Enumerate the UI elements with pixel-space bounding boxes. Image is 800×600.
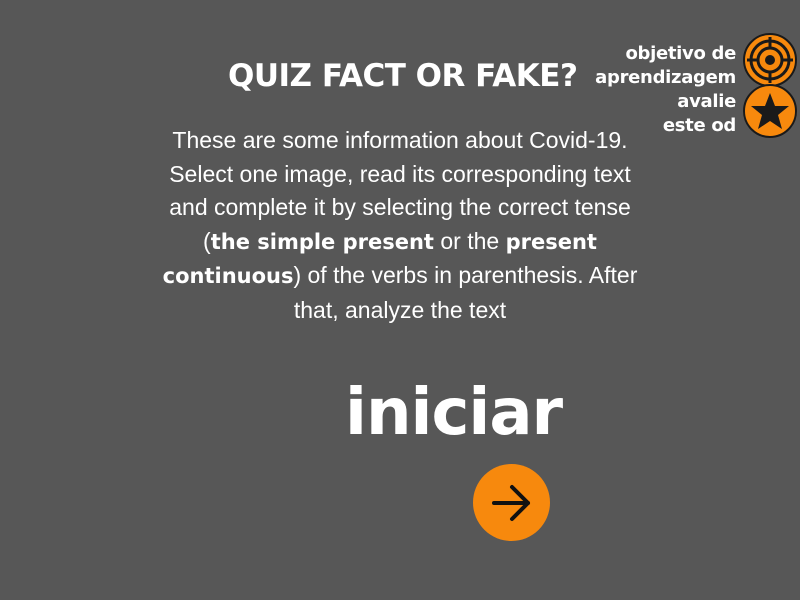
simple-present-bold: the simple present [210, 229, 434, 254]
learning-objective-button[interactable] [743, 33, 797, 87]
instructions-part-2: or the [433, 227, 506, 254]
evaluate-link-line-2[interactable]: este od [662, 115, 736, 136]
arrow-right-icon [491, 484, 530, 521]
intro-text: These are some information about Covid-1… [150, 124, 650, 342]
evaluate-button[interactable] [743, 84, 797, 138]
target-icon [747, 37, 793, 83]
present-continuous-bold: present continuous [162, 229, 597, 289]
objective-link-line-1[interactable]: objetivo de [625, 43, 736, 64]
instructions-part-1: Select one image, read its corresponding… [169, 160, 631, 254]
intro-line-1: These are some information about Covid-1… [172, 127, 628, 153]
evaluate-link-line-1[interactable]: avalie [677, 91, 736, 112]
start-next-button[interactable] [473, 464, 550, 541]
instructions-part-3: ) of the verbs in parenthesis. After tha… [293, 262, 638, 323]
objective-link-line-2[interactable]: aprendizagem [595, 67, 736, 88]
intro-instructions: Select one image, read its corresponding… [150, 158, 650, 328]
side-links: objetivo de aprendizagem avalie este od [595, 42, 736, 138]
quiz-title: QUIZ FACT OR FAKE? [228, 58, 578, 94]
start-label[interactable]: iniciar [345, 376, 563, 450]
star-icon [751, 93, 789, 129]
